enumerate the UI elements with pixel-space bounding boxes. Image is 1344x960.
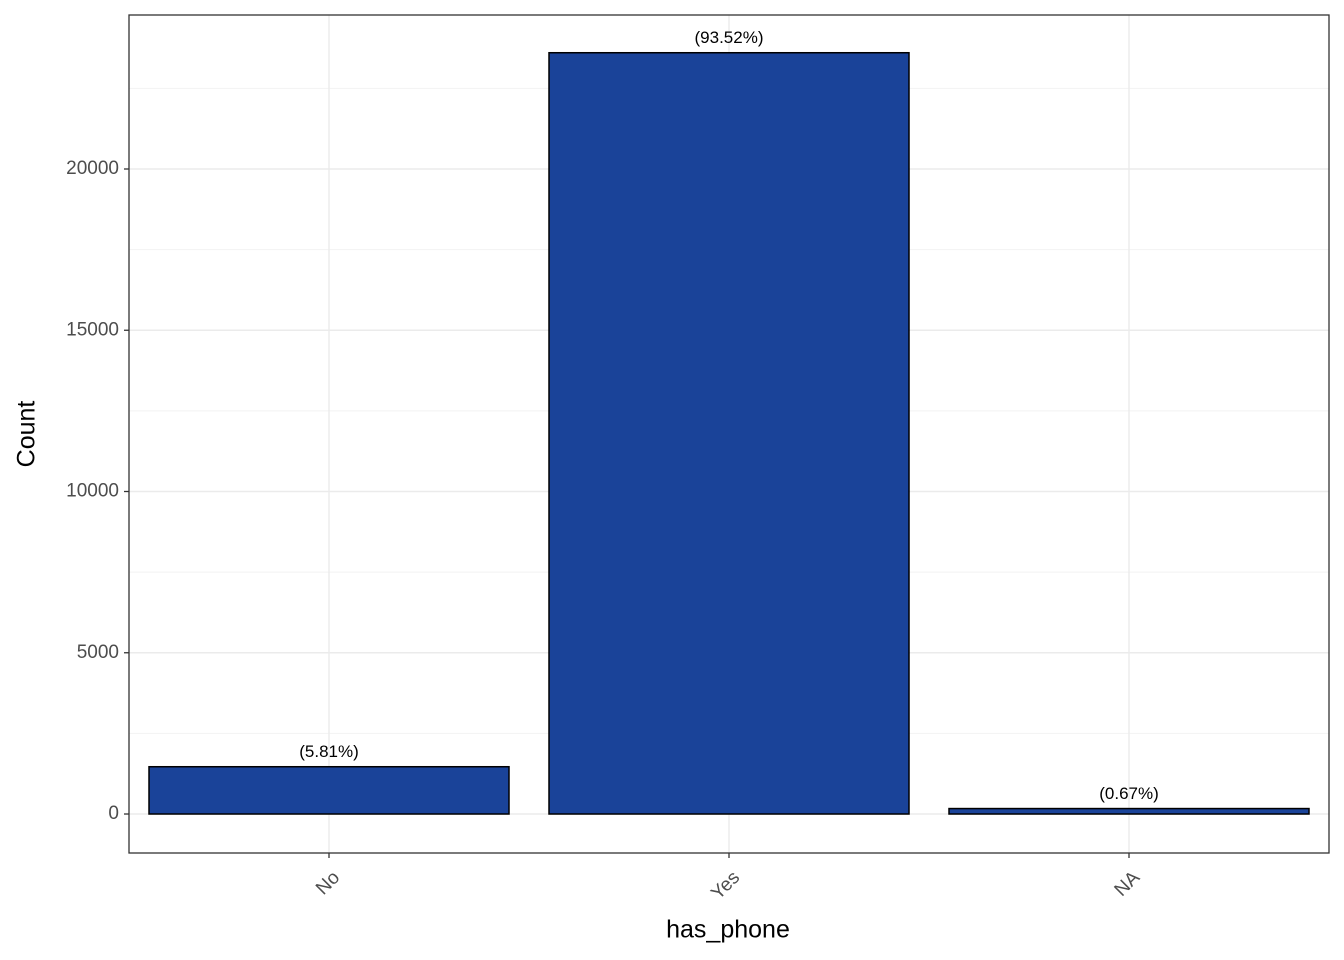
bar-label: (93.52%): [695, 28, 764, 47]
bar-label: (0.67%): [1099, 784, 1159, 803]
y-tick-label: 15000: [66, 319, 119, 340]
x-tick-label: Yes: [707, 867, 744, 904]
x-axis-title: has_phone: [666, 916, 790, 944]
bar-label: (5.81%): [299, 742, 359, 761]
y-tick-label: 0: [108, 803, 119, 824]
y-tick-label: 5000: [77, 642, 119, 663]
x-tick-label: No: [312, 867, 344, 899]
y-tick-label: 20000: [66, 158, 119, 179]
bar: [948, 807, 1310, 815]
y-tick-label: 10000: [66, 481, 119, 502]
x-tick-label: NA: [1111, 867, 1145, 901]
y-axis-title: Count: [13, 401, 41, 468]
bar: [548, 51, 910, 815]
bar: [148, 765, 510, 815]
